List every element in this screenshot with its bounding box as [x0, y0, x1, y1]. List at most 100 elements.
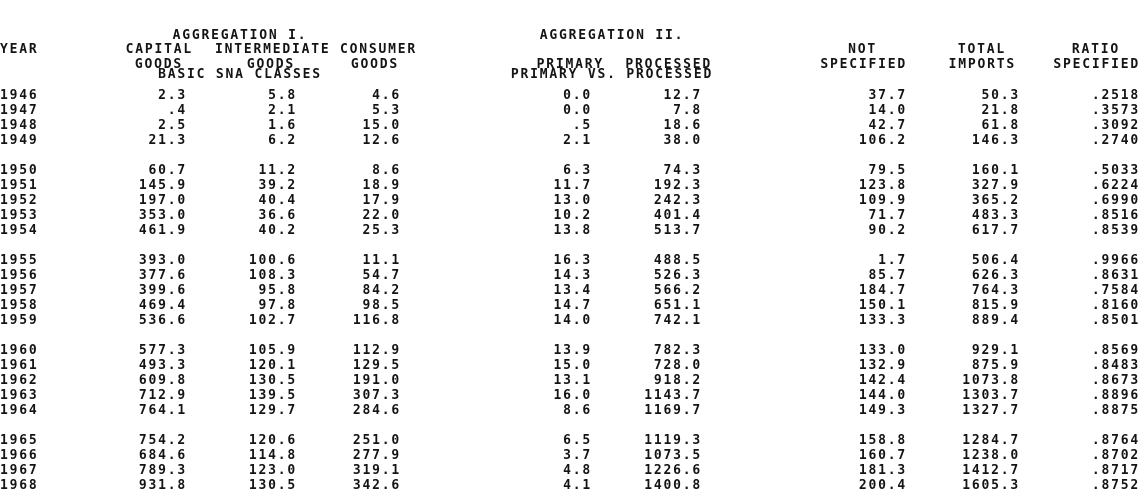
processed-cell: 242.3: [653, 193, 702, 208]
ratio-specified-cell: .8569: [1091, 343, 1140, 358]
consumer-goods-cell: 18.9: [362, 178, 401, 193]
year-cell: 1953: [0, 208, 39, 223]
total-imports-cell: 1605.3: [962, 478, 1020, 492]
consumer-goods-subheader: GOODS: [350, 57, 399, 72]
intermediate-goods-cell: 105.9: [248, 343, 297, 358]
total-imports-subheader: IMPORTS: [948, 57, 1016, 72]
not-specified-cell: 184.7: [858, 283, 907, 298]
total-imports-cell: 506.4: [971, 253, 1020, 268]
group-gap: [0, 238, 1140, 253]
imports-table: YEAR CAPITAL INTERMEDIATE CONSUMER NOT T…: [0, 42, 1140, 492]
intermediate-goods-cell: 129.7: [248, 403, 297, 418]
table-row: 1962 609.8 130.5 191.0 13.1 918.2 142.4 1073.8.…: [0, 373, 1140, 388]
total-imports-cell: 815.9: [971, 298, 1020, 313]
ratio-specified-cell: .2740: [1091, 133, 1140, 148]
aggregation-1-line1: AGGREGATION I.: [172, 28, 308, 43]
ratio-specified-cell: .8717: [1091, 463, 1140, 478]
primary-cell: 4.8: [563, 463, 592, 478]
aggregation-2-line2: PRIMARY VS. PROCESSED: [510, 67, 714, 82]
not-specified-cell: 109.9: [858, 193, 907, 208]
total-imports-cell: 327.9: [971, 178, 1020, 193]
ratio-specified-cell: .2518: [1091, 88, 1140, 103]
capital-goods-cell: 399.6: [138, 283, 187, 298]
primary-cell: 0.0: [563, 88, 592, 103]
not-specified-subheader: SPECIFIED: [820, 57, 907, 72]
processed-cell: 18.6: [663, 118, 702, 133]
capital-goods-cell: 60.7: [148, 163, 187, 178]
primary-cell: 13.9: [553, 343, 592, 358]
total-imports-cell: 929.1: [971, 343, 1020, 358]
year-cell: 1961: [0, 358, 39, 373]
year-cell: 1959: [0, 313, 39, 328]
consumer-goods-cell: 116.8: [352, 313, 401, 328]
primary-cell: 10.2: [553, 208, 592, 223]
ratio-specified-cell: .8764: [1091, 433, 1140, 448]
processed-cell: 1143.7: [644, 388, 702, 403]
ratio-specified-cell: .8631: [1091, 268, 1140, 283]
primary-cell: 4.1: [563, 478, 592, 492]
total-imports-cell: 1327.7: [962, 403, 1020, 418]
processed-cell: 12.7: [663, 88, 702, 103]
not-specified-header: NOT: [848, 42, 877, 57]
year-cell: 1949: [0, 133, 39, 148]
primary-cell: 14.3: [553, 268, 592, 283]
consumer-goods-cell: 284.6: [352, 403, 401, 418]
table-row: 1953 353.0 36.6 22.0 10.2 401.4 71.7 483.3 .8516: [0, 208, 1140, 223]
capital-goods-cell: 684.6: [138, 448, 187, 463]
processed-cell: 728.0: [653, 358, 702, 373]
capital-goods-cell: 461.9: [138, 223, 187, 238]
year-cell: 1950: [0, 163, 39, 178]
table-row: 1960 577.3 105.9 112.9 13.9 782.3 133.0 929.1 .8…: [0, 343, 1140, 358]
table-row: 1959 536.6 102.7 116.8 14.0 742.1 133.3 889.4 .8…: [0, 313, 1140, 328]
table-row: 1954 461.9 40.2 25.3 13.8 513.7 90.2 617.7 .8539: [0, 223, 1140, 238]
header-gap: [0, 72, 1140, 88]
intermediate-goods-cell: 6.2: [268, 133, 297, 148]
table-row: 1955 393.0 100.6 11.1 16.3 488.5 1.7 506.4 .9966: [0, 253, 1140, 268]
capital-goods-cell: 712.9: [138, 388, 187, 403]
total-imports-cell: 160.1: [971, 163, 1020, 178]
not-specified-cell: 14.0: [868, 103, 907, 118]
aggregation-1-title: AGGREGATION I. BASIC SNA CLASSES: [15, 3, 465, 107]
primary-cell: 14.0: [553, 313, 592, 328]
not-specified-cell: 106.2: [858, 133, 907, 148]
intermediate-goods-cell: 1.6: [268, 118, 297, 133]
not-specified-cell: 133.0: [858, 343, 907, 358]
consumer-goods-cell: 54.7: [362, 268, 401, 283]
total-imports-cell: 50.3: [981, 88, 1020, 103]
total-imports-cell: 483.3: [971, 208, 1020, 223]
intermediate-goods-cell: 123.0: [248, 463, 297, 478]
capital-goods-cell: 493.3: [138, 358, 187, 373]
year-cell: 1948: [0, 118, 39, 133]
primary-cell: 13.1: [553, 373, 592, 388]
ratio-specified-cell: .8516: [1091, 208, 1140, 223]
primary-cell: .5: [572, 118, 592, 133]
primary-cell: 16.0: [553, 388, 592, 403]
not-specified-cell: 149.3: [858, 403, 907, 418]
capital-goods-cell: 393.0: [138, 253, 187, 268]
intermediate-goods-cell: 120.1: [248, 358, 297, 373]
processed-cell: 74.3: [663, 163, 702, 178]
total-imports-cell: 875.9: [971, 358, 1020, 373]
year-cell: 1965: [0, 433, 39, 448]
header-row-1: YEAR CAPITAL INTERMEDIATE CONSUMER NOT T…: [0, 42, 1140, 57]
year-cell: 1962: [0, 373, 39, 388]
year-cell: 1955: [0, 253, 39, 268]
intermediate-goods-cell: 5.8: [268, 88, 297, 103]
consumer-goods-cell: 277.9: [352, 448, 401, 463]
total-imports-cell: 889.4: [971, 313, 1020, 328]
total-imports-cell: 365.2: [971, 193, 1020, 208]
capital-goods-cell: 536.6: [138, 313, 187, 328]
processed-cell: 651.1: [653, 298, 702, 313]
total-imports-cell: 61.8: [981, 118, 1020, 133]
processed-cell: 488.5: [653, 253, 702, 268]
intermediate-goods-cell: 130.5: [248, 373, 297, 388]
consumer-goods-cell: 15.0: [362, 118, 401, 133]
ratio-specified-cell: .8501: [1091, 313, 1140, 328]
table-row: 1966 684.6 114.8 277.9 3.7 1073.5 160.7 1238.0.…: [0, 448, 1140, 463]
consumer-goods-cell: 5.3: [372, 103, 401, 118]
intermediate-goods-cell: 2.1: [268, 103, 297, 118]
primary-cell: 2.1: [563, 133, 592, 148]
intermediate-goods-cell: 114.8: [248, 448, 297, 463]
group-gap: [0, 148, 1140, 163]
intermediate-goods-cell: 95.8: [258, 283, 297, 298]
